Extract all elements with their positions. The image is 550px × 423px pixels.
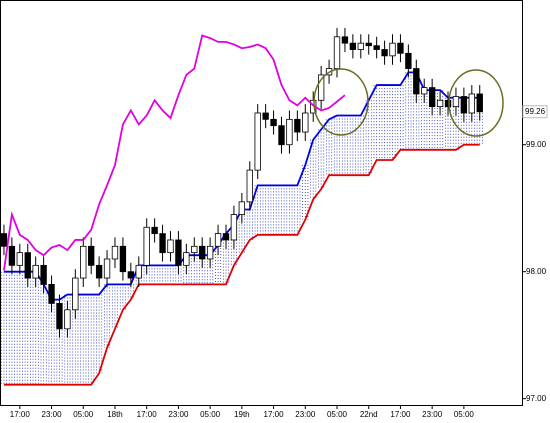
candle-body	[365, 42, 372, 47]
candle-body	[206, 245, 214, 260]
x-tick-label: 05:00	[200, 410, 221, 419]
candle-body	[127, 271, 135, 279]
x-tick-label: 05:00	[327, 410, 348, 419]
candle-body	[389, 42, 396, 57]
candle-body	[413, 68, 420, 95]
candle-body	[286, 118, 293, 146]
candle-body	[238, 201, 246, 215]
y-tick-label: 97.00	[526, 394, 547, 403]
x-tick-label: 23:00	[295, 410, 316, 419]
candle-body	[167, 239, 174, 254]
candle-body	[246, 169, 253, 203]
candle-body	[421, 87, 428, 95]
candle-body	[48, 283, 55, 304]
candle-body	[119, 245, 127, 273]
candle-body	[143, 226, 150, 266]
candle-body	[159, 233, 166, 254]
candle-body	[56, 303, 63, 330]
x-tick-label: 18th	[107, 410, 123, 419]
candle-body	[8, 245, 16, 266]
candle-body	[64, 309, 71, 330]
x-tick-label: 23:00	[168, 410, 189, 419]
candle-body	[317, 74, 325, 101]
candle-body	[222, 233, 230, 241]
candle-body	[262, 112, 269, 120]
candle-body	[80, 245, 87, 279]
indicator-line	[3, 143, 480, 386]
candle-body	[135, 264, 142, 279]
candle-body	[24, 252, 31, 279]
highlight-circle	[313, 68, 369, 136]
candle-body	[349, 42, 357, 50]
x-tick-label: 23:00	[422, 410, 443, 419]
candle-body	[230, 214, 238, 241]
candle-body	[405, 52, 412, 69]
candle-body	[333, 36, 341, 69]
candle-body	[373, 45, 380, 50]
candle-body	[183, 252, 190, 266]
candle-body	[444, 99, 452, 108]
candle-body	[476, 93, 483, 113]
x-tick-label: 17:00	[137, 410, 158, 419]
candle-body	[468, 93, 475, 114]
candle-body	[175, 239, 182, 266]
y-tick-label: 99.00	[526, 140, 547, 149]
x-tick-label: 05:00	[73, 410, 94, 419]
candle-body	[40, 264, 47, 285]
candle-body	[254, 112, 261, 171]
last-price-label: 99.26	[525, 107, 546, 116]
last-price-box	[522, 105, 548, 119]
candle-body	[151, 226, 158, 235]
candle-body	[341, 36, 349, 44]
candle-body	[72, 277, 79, 311]
y-tick-label: 98.00	[526, 267, 547, 276]
candle-body	[103, 258, 111, 279]
indicator-line	[3, 34, 346, 271]
plot-area	[0, 27, 483, 386]
highlight-circle	[448, 69, 504, 137]
candle-body	[88, 245, 95, 266]
candle-body	[436, 99, 444, 108]
candle-body	[294, 118, 301, 133]
candle-body	[199, 245, 206, 260]
candle-body	[0, 233, 8, 247]
x-tick-label: 22nd	[360, 410, 378, 419]
x-tick-label: 19th	[234, 410, 250, 419]
candle-body	[428, 87, 436, 108]
x-tick-label: 17:00	[390, 410, 411, 419]
candle-body	[357, 42, 364, 50]
candle-body	[397, 42, 404, 54]
candle-body	[191, 245, 198, 254]
x-tick-label: 23:00	[42, 410, 63, 419]
candle-body	[302, 112, 309, 133]
candle-body	[270, 118, 277, 127]
x-tick-label: 17:00	[264, 410, 285, 419]
candle-body	[381, 49, 388, 57]
candle-body	[452, 96, 460, 108]
candle-body	[32, 264, 39, 279]
plot-frame	[0, 0, 523, 406]
x-tick-label: 05:00	[454, 410, 475, 419]
candle-body	[111, 245, 119, 260]
x-tick-label: 17:00	[10, 410, 31, 419]
candle-body	[278, 125, 285, 146]
candle-body	[95, 264, 103, 279]
candle-body	[214, 233, 222, 247]
candle-body	[16, 252, 23, 266]
candle-body	[460, 96, 468, 114]
